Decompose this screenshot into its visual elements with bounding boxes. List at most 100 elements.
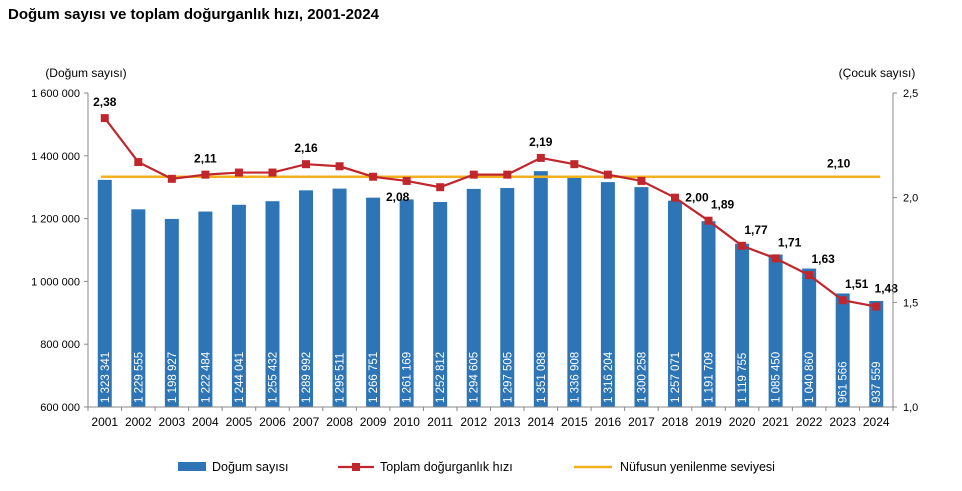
x-tick-label: 2020 (729, 415, 756, 429)
legend-swatch-births (178, 462, 206, 471)
x-tick-label: 2017 (628, 415, 655, 429)
birth-count-bar (332, 188, 347, 407)
birth-count-label: 1 351 088 (536, 352, 548, 403)
fertility-rate-point (805, 271, 814, 280)
birth-count-label: 1 323 341 (100, 352, 112, 403)
birth-count-label: 1 244 041 (234, 352, 246, 403)
birth-count-bar (299, 190, 314, 407)
replacement-level-label: 2,10 (827, 157, 851, 171)
x-tick-label: 2013 (494, 415, 521, 429)
right-axis-title: (Çocuk sayısı) (839, 66, 916, 80)
birth-count-bar (366, 197, 381, 407)
birth-count-bar (600, 182, 615, 407)
birth-count-bar (701, 221, 716, 407)
x-tick-label: 2012 (460, 415, 487, 429)
birth-count-label: 1 252 812 (435, 352, 447, 403)
left-tick-label: 1 400 000 (31, 151, 80, 163)
x-tick-label: 2010 (393, 415, 420, 429)
birth-count-bar (433, 202, 448, 407)
x-tick-label: 2004 (192, 415, 219, 429)
birth-count-label: 1 191 709 (704, 352, 716, 403)
fertility-rate-point (335, 162, 344, 171)
right-tick-label: 2,5 (903, 88, 918, 100)
x-tick-label: 2006 (259, 415, 286, 429)
birth-count-label: 1 085 450 (771, 352, 783, 403)
fertility-rate-point (771, 254, 780, 263)
birth-count-label: 1 300 258 (636, 352, 648, 403)
birth-count-bar (735, 243, 750, 407)
fertility-rate-label: 1,63 (811, 252, 835, 266)
x-tick-label: 2009 (360, 415, 387, 429)
fertility-rate-point (234, 168, 243, 177)
left-tick-label: 800 000 (40, 339, 80, 351)
left-axis-title: (Doğum sayısı) (45, 66, 126, 80)
birth-count-label: 1 119 755 (737, 353, 749, 403)
x-tick-label: 2016 (595, 415, 622, 429)
fertility-rate-line (103, 117, 877, 308)
fertility-rate-point (536, 153, 545, 162)
left-tick-label: 1 600 000 (31, 88, 80, 100)
fertility-rate-point (503, 170, 512, 179)
left-tick-label: 600 000 (40, 402, 80, 414)
fertility-rate-point (369, 172, 378, 181)
birth-count-label: 937 559 (871, 361, 883, 403)
birth-count-label: 1 295 511 (335, 353, 347, 403)
fertility-rate-label: 2,16 (294, 141, 318, 155)
x-tick-label: 2003 (159, 415, 186, 429)
birth-count-bar (500, 187, 515, 407)
left-tick-label: 1 200 000 (31, 214, 80, 226)
birth-count-label: 1 222 484 (200, 351, 212, 403)
birth-count-bar (231, 204, 246, 407)
fertility-rate-label: 1,51 (845, 277, 869, 291)
fertility-rate-label: 1,77 (744, 223, 768, 237)
birth-count-bar (634, 187, 649, 407)
legend-label-replacement: Nüfusun yenilenme seviyesi (620, 460, 775, 474)
birth-count-bar (802, 268, 817, 407)
birth-count-bar (567, 175, 582, 407)
fertility-rate-point (738, 241, 747, 250)
birth-count-bar (399, 199, 414, 407)
fertility-rate-point (268, 168, 277, 177)
x-tick-label: 2007 (293, 415, 320, 429)
x-tick-label: 2015 (561, 415, 588, 429)
left-tick-label: 1 000 000 (31, 276, 80, 288)
x-tick-label: 2001 (91, 415, 118, 429)
birth-count-label: 1 198 927 (167, 352, 179, 403)
fertility-rate-label: 1,48 (875, 282, 899, 296)
birth-count-label: 1 229 555 (133, 352, 145, 403)
fertility-rate-point (838, 296, 847, 305)
birth-count-bar (667, 200, 682, 407)
fertility-rate-label: 2,08 (386, 190, 410, 204)
birth-count-label: 1 266 751 (368, 352, 380, 403)
birth-count-bar (466, 188, 481, 407)
fertility-rate-label: 2,19 (529, 135, 553, 149)
fertility-rate-point (436, 183, 445, 192)
x-tick-label: 2014 (527, 415, 554, 429)
right-tick-label: 1,5 (903, 297, 918, 309)
fertility-rate-label: 2,00 (685, 191, 709, 205)
legend-label-fertility: Toplam doğurganlık hızı (380, 460, 513, 474)
fertility-rate-point (704, 216, 713, 225)
x-tick-label: 2019 (695, 415, 722, 429)
birth-count-bar (869, 301, 884, 407)
fertility-rate-label: 1,89 (711, 198, 735, 212)
fertility-rate-label: 2,11 (194, 152, 217, 166)
fertility-rate-point (100, 114, 109, 123)
right-tick-label: 2,0 (903, 193, 918, 205)
birth-count-label: 961 566 (838, 361, 850, 403)
fertility-rate-point (201, 170, 210, 179)
x-tick-label: 2023 (829, 415, 856, 429)
birth-count-label: 1 294 605 (469, 352, 481, 403)
x-tick-label: 2024 (863, 415, 890, 429)
birth-count-bar (198, 211, 213, 407)
birth-count-label: 1 289 992 (301, 352, 313, 403)
birth-count-bar (131, 209, 146, 407)
fertility-rate-point (570, 160, 579, 169)
fertility-rate-point (469, 170, 478, 179)
x-tick-label: 2008 (326, 415, 353, 429)
birth-count-bar (97, 179, 112, 407)
x-tick-label: 2018 (662, 415, 689, 429)
birth-count-bar (768, 254, 783, 407)
fertility-rate-point (603, 170, 612, 179)
